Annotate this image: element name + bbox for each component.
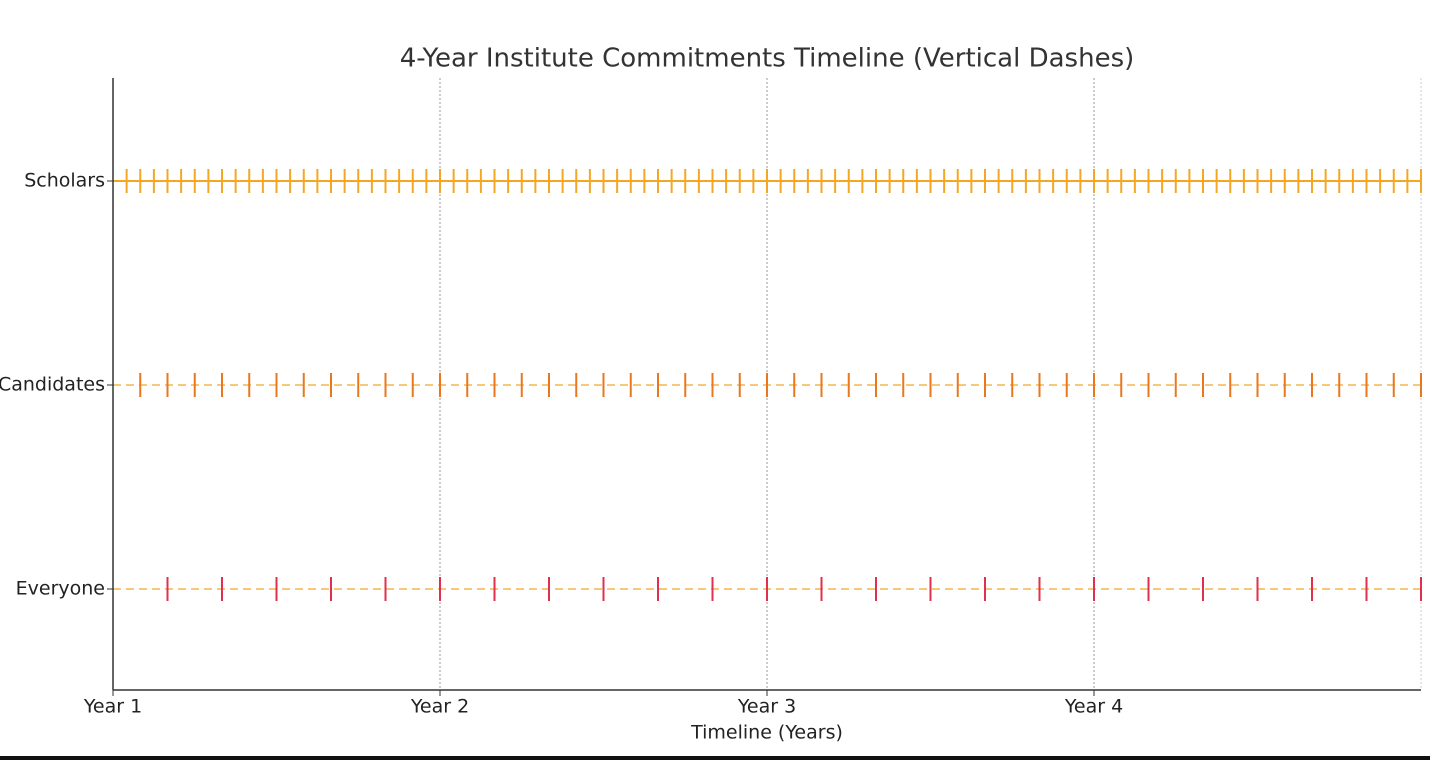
x-tick-label: Year 2 xyxy=(410,696,469,718)
bottom-border xyxy=(0,756,1430,760)
y-tick-label: Candidates xyxy=(0,374,105,396)
x-axis-label: Timeline (Years) xyxy=(690,722,843,744)
x-tick-label: Year 3 xyxy=(737,696,796,718)
y-tick-label: Scholars xyxy=(24,170,105,192)
chart-title: 4-Year Institute Commitments Timeline (V… xyxy=(400,44,1135,74)
x-tick-label: Year 4 xyxy=(1064,696,1123,718)
y-tick-label: Everyone xyxy=(16,578,105,600)
x-tick-label: Year 1 xyxy=(83,696,142,718)
